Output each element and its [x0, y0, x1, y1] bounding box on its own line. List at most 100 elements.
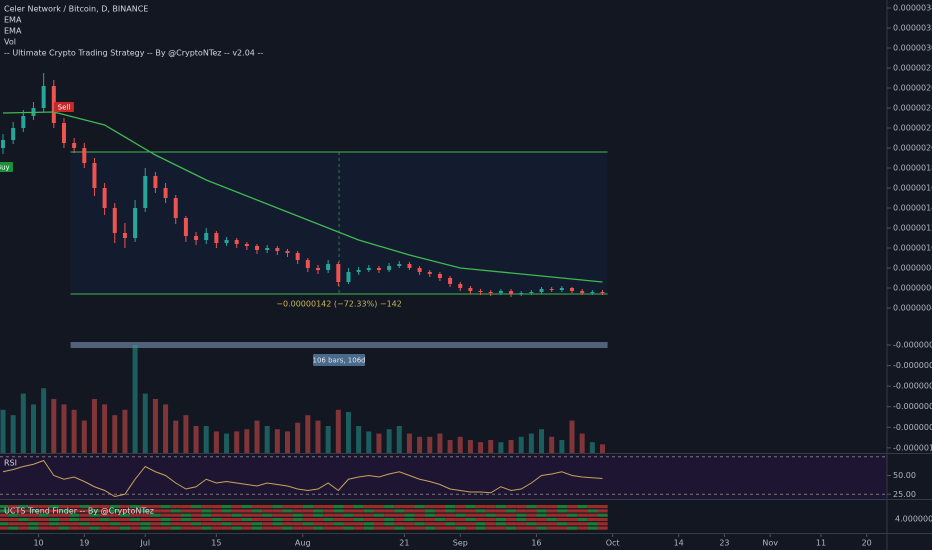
trend-stripe — [516, 522, 527, 526]
x-tick-label: Oct — [606, 539, 620, 548]
volume-bar — [498, 442, 504, 453]
candle-body — [224, 240, 229, 243]
trend-stripe — [394, 526, 405, 530]
vol-tick-label: -0.00000000 — [893, 341, 932, 350]
trend-stripe — [221, 526, 232, 530]
trend-stripe — [343, 505, 354, 509]
trend-stripe — [89, 522, 100, 526]
trend-stripe — [170, 517, 181, 522]
volume-bar — [285, 431, 291, 453]
volume-bar — [406, 433, 412, 453]
trend-stripe — [130, 522, 141, 526]
candle-body — [21, 116, 26, 128]
trend-stripe — [333, 526, 344, 530]
signal-box — [0, 162, 13, 172]
trend-stripe — [272, 505, 283, 509]
trend-stripe — [282, 505, 293, 509]
trend-stripe — [28, 522, 39, 526]
candle-body — [102, 188, 107, 208]
trend-stripe — [536, 517, 547, 522]
x-tick-label: 16 — [531, 539, 541, 548]
volume-bar — [427, 436, 433, 453]
trend-stripe — [526, 513, 537, 517]
trend-stripe — [536, 526, 547, 530]
trend-stripe — [140, 505, 151, 509]
trend-stripe — [485, 517, 496, 522]
trend-stripe — [597, 509, 608, 513]
trend-stripe — [526, 522, 537, 526]
trend-stripe — [343, 513, 354, 517]
trend-stripe — [119, 509, 131, 513]
candle-body — [305, 260, 310, 268]
volume-bar — [224, 433, 230, 453]
trend-stripe — [109, 509, 120, 513]
volume-bar — [488, 440, 494, 453]
trend-stripe — [28, 513, 39, 517]
y-tick-label: 0.00000260 — [893, 84, 932, 93]
trend-stripe — [546, 505, 557, 509]
trend-stripe — [241, 517, 253, 522]
trend-stripe — [495, 526, 507, 530]
trend-stripe — [211, 517, 222, 522]
trend-stripe — [180, 526, 192, 530]
candle-body — [356, 270, 361, 272]
trend-stripe — [465, 509, 476, 513]
volume-bar — [41, 388, 47, 453]
trend-stripe — [48, 513, 60, 517]
volume-bar — [386, 429, 392, 453]
candle-body — [244, 244, 249, 246]
candle-body — [407, 264, 412, 268]
trend-stripe — [119, 513, 131, 517]
trend-stripe — [69, 505, 80, 509]
trend-stripe — [241, 509, 253, 513]
volume-bar — [508, 440, 514, 453]
trend-stripe — [465, 505, 476, 509]
trend-stripe — [211, 526, 222, 530]
trend-stripe — [597, 526, 608, 530]
volume-bar — [142, 393, 148, 453]
measure-range — [70, 342, 608, 348]
trend-stripe — [384, 526, 395, 530]
y-tick-label: 0.00000040 — [893, 304, 932, 313]
volume-bar — [274, 429, 280, 453]
trend-stripe — [384, 522, 395, 526]
trend-stripe — [404, 522, 415, 526]
candle-body — [153, 176, 158, 188]
y-tick-label: 0.00000340 — [893, 4, 932, 13]
trend-stripe — [424, 513, 435, 517]
trend-stripe — [211, 513, 222, 517]
trend-stripe — [597, 517, 608, 522]
trend-stripe — [506, 517, 517, 522]
trend-stripe — [292, 526, 303, 530]
trend-stripe — [587, 513, 598, 517]
trend-stripe — [516, 509, 527, 513]
trend-stripe — [556, 517, 568, 522]
legend-entry: Vol — [4, 38, 16, 47]
trend-stripe — [79, 526, 90, 530]
trend-stripe — [170, 526, 181, 530]
trend-stripe — [485, 513, 496, 517]
trend-stripe — [546, 509, 557, 513]
trend-stripe — [18, 517, 29, 522]
trend-stripe — [160, 513, 171, 517]
trend-stripe — [38, 522, 49, 526]
trend-stripe — [0, 526, 9, 530]
volume-bar — [152, 399, 158, 453]
trend-stripe — [465, 517, 476, 522]
trend-stripe — [546, 526, 557, 530]
candle-body — [133, 208, 138, 238]
trend-stripe — [445, 517, 456, 522]
vol-tick-label: -0.00000080 — [893, 423, 932, 432]
trend-stripe — [343, 522, 354, 526]
trend-stripe — [394, 513, 405, 517]
candle-body — [285, 251, 290, 253]
trend-stripe — [150, 509, 161, 513]
rsi-title: RSI — [4, 459, 17, 468]
candle-body — [417, 268, 422, 272]
trend-stripe — [150, 526, 161, 530]
trend-stripe — [69, 517, 80, 522]
candle-body — [214, 233, 219, 243]
x-tick-label: 15 — [211, 539, 221, 548]
trend-stripe — [343, 509, 354, 513]
trend-stripe — [180, 509, 192, 513]
